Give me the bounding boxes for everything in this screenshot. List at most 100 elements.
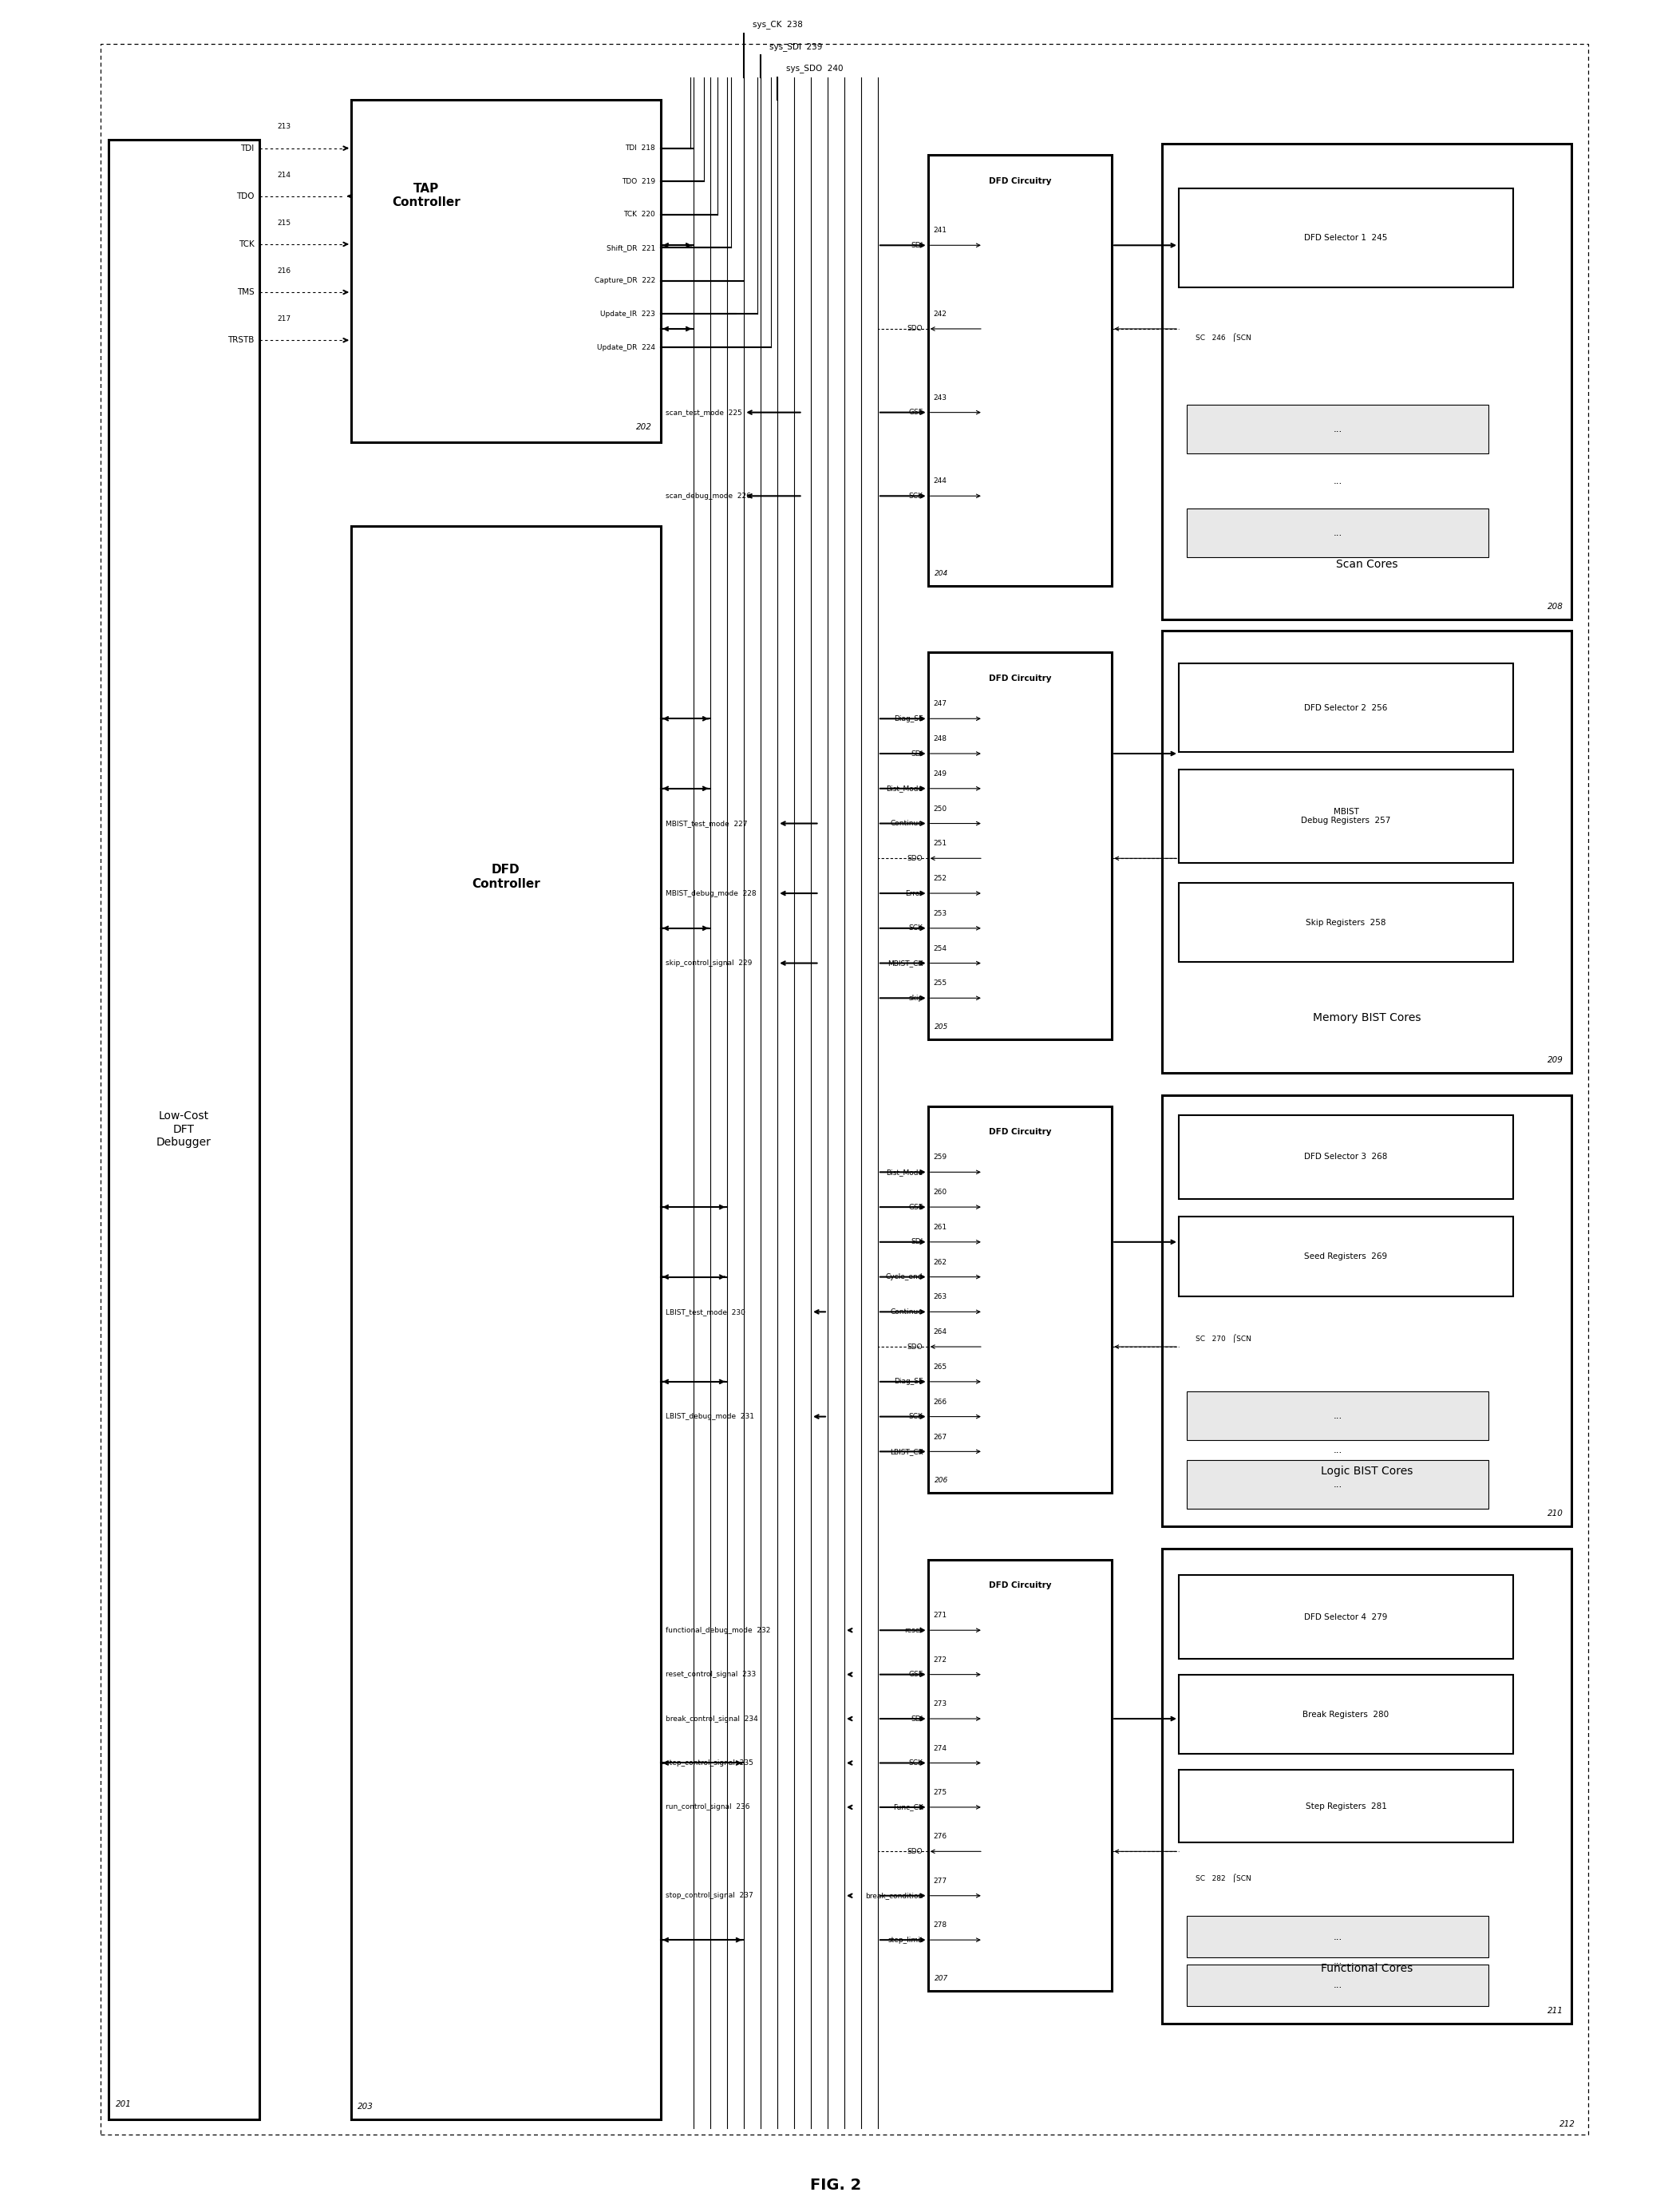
Text: 252: 252 <box>933 876 946 883</box>
Text: DFD Selector 1  245: DFD Selector 1 245 <box>1304 234 1388 241</box>
Bar <box>928 653 1112 1040</box>
Bar <box>109 139 259 2119</box>
Text: Diag_SE: Diag_SE <box>895 1378 923 1385</box>
Bar <box>351 100 660 442</box>
Text: 250: 250 <box>933 805 946 812</box>
Text: 248: 248 <box>933 734 946 743</box>
Text: 255: 255 <box>933 980 946 987</box>
Text: 275: 275 <box>933 1790 946 1796</box>
Text: SC   282   ⌠SCN: SC 282 ⌠SCN <box>1195 1874 1251 1882</box>
Text: TDI: TDI <box>241 144 254 153</box>
Bar <box>1162 630 1572 1073</box>
Bar <box>100 44 1588 2135</box>
Text: Error: Error <box>905 889 923 896</box>
Text: 212: 212 <box>1560 2119 1575 2128</box>
Text: Capture_DR  222: Capture_DR 222 <box>595 276 655 285</box>
Bar <box>1179 664 1513 752</box>
Text: 217: 217 <box>278 316 291 323</box>
Text: DFD Circuitry: DFD Circuitry <box>988 675 1052 684</box>
Text: step_control_signal  235: step_control_signal 235 <box>665 1759 752 1767</box>
Text: sys_SDO  240: sys_SDO 240 <box>786 64 843 73</box>
Text: TCK  220: TCK 220 <box>624 210 655 219</box>
Text: Cycle_end: Cycle_end <box>886 1274 923 1281</box>
Text: Update_IR  223: Update_IR 223 <box>600 310 655 319</box>
Text: 263: 263 <box>933 1294 946 1301</box>
Text: TCK: TCK <box>239 241 254 248</box>
Text: ...: ... <box>1333 1980 1343 1991</box>
Text: SCK: SCK <box>908 1759 923 1767</box>
Text: scan_test_mode  225: scan_test_mode 225 <box>665 409 742 416</box>
Bar <box>1162 1548 1572 2024</box>
Text: GSE: GSE <box>908 1670 923 1679</box>
Text: skip: skip <box>908 995 923 1002</box>
Text: 215: 215 <box>278 219 291 226</box>
Text: Functional Cores: Functional Cores <box>1321 1962 1413 1975</box>
Text: 247: 247 <box>933 701 946 708</box>
Text: Bist_Mode: Bist_Mode <box>886 1168 923 1177</box>
Text: SDO: SDO <box>908 854 923 863</box>
Text: 262: 262 <box>933 1259 946 1265</box>
Text: Memory BIST Cores: Memory BIST Cores <box>1313 1011 1421 1024</box>
Text: ...: ... <box>1333 1411 1343 1420</box>
Text: SDO: SDO <box>908 1343 923 1349</box>
Text: MBIST_test_mode  227: MBIST_test_mode 227 <box>665 821 747 827</box>
Text: LBIST_debug_mode  231: LBIST_debug_mode 231 <box>665 1413 754 1420</box>
Text: TDO  219: TDO 219 <box>622 177 655 186</box>
Text: 251: 251 <box>933 841 946 847</box>
Text: Func_CK: Func_CK <box>893 1803 923 1812</box>
Text: 261: 261 <box>933 1223 946 1230</box>
Text: ...: ... <box>1333 1480 1343 1489</box>
Text: 204: 204 <box>935 571 948 577</box>
Bar <box>1179 883 1513 962</box>
Text: Continue: Continue <box>890 1307 923 1316</box>
Text: SDI: SDI <box>911 750 923 757</box>
Bar <box>1187 1964 1488 2006</box>
Text: 278: 278 <box>933 1922 946 1929</box>
Text: SC   270   ⌠SCN: SC 270 ⌠SCN <box>1195 1334 1251 1343</box>
Text: TRSTB: TRSTB <box>227 336 254 345</box>
Text: 210: 210 <box>1548 1509 1563 1517</box>
Text: 271: 271 <box>933 1613 946 1619</box>
Text: 276: 276 <box>933 1834 946 1840</box>
Text: Bist_Mode: Bist_Mode <box>886 785 923 792</box>
Bar <box>1179 770 1513 863</box>
Bar <box>1179 1115 1513 1199</box>
Text: 274: 274 <box>933 1745 946 1752</box>
Text: 260: 260 <box>933 1188 946 1197</box>
Text: TDI  218: TDI 218 <box>625 144 655 153</box>
Text: SDI: SDI <box>911 1239 923 1245</box>
Text: SCK: SCK <box>908 925 923 931</box>
Text: sys_CK  238: sys_CK 238 <box>752 20 803 29</box>
Text: SC   246   ⌠SCN: SC 246 ⌠SCN <box>1195 334 1251 341</box>
Text: 254: 254 <box>933 945 946 951</box>
Text: 265: 265 <box>933 1363 946 1371</box>
Bar <box>928 1106 1112 1493</box>
Text: DFD Circuitry: DFD Circuitry <box>988 177 1052 186</box>
Text: 209: 209 <box>1548 1055 1563 1064</box>
Text: TDO: TDO <box>236 192 254 201</box>
Text: Continue: Continue <box>890 821 923 827</box>
Text: 207: 207 <box>935 1975 948 1982</box>
Text: sys_SDI  239: sys_SDI 239 <box>769 42 823 51</box>
Text: 259: 259 <box>933 1155 946 1161</box>
Text: 208: 208 <box>1548 602 1563 611</box>
Bar <box>1187 1916 1488 1958</box>
Text: GSE: GSE <box>908 409 923 416</box>
Text: stop_control_signal  237: stop_control_signal 237 <box>665 1891 752 1900</box>
Text: DFD Selector 2  256: DFD Selector 2 256 <box>1304 703 1388 712</box>
Text: DFD Selector 3  268: DFD Selector 3 268 <box>1304 1152 1388 1161</box>
Text: 213: 213 <box>278 124 291 131</box>
Text: FIG. 2: FIG. 2 <box>811 2179 861 2192</box>
Bar <box>1162 144 1572 619</box>
Text: Diag_SE: Diag_SE <box>895 714 923 723</box>
Bar <box>1187 405 1488 453</box>
Bar <box>1179 1217 1513 1296</box>
Text: reset: reset <box>905 1626 923 1635</box>
Text: step_limit: step_limit <box>888 1936 923 1944</box>
Text: 206: 206 <box>935 1478 948 1484</box>
Text: SCK: SCK <box>908 1413 923 1420</box>
Text: 202: 202 <box>637 422 652 431</box>
Text: ...: ... <box>1333 529 1343 538</box>
Text: GSE: GSE <box>908 1203 923 1210</box>
Text: Logic BIST Cores: Logic BIST Cores <box>1321 1464 1413 1478</box>
